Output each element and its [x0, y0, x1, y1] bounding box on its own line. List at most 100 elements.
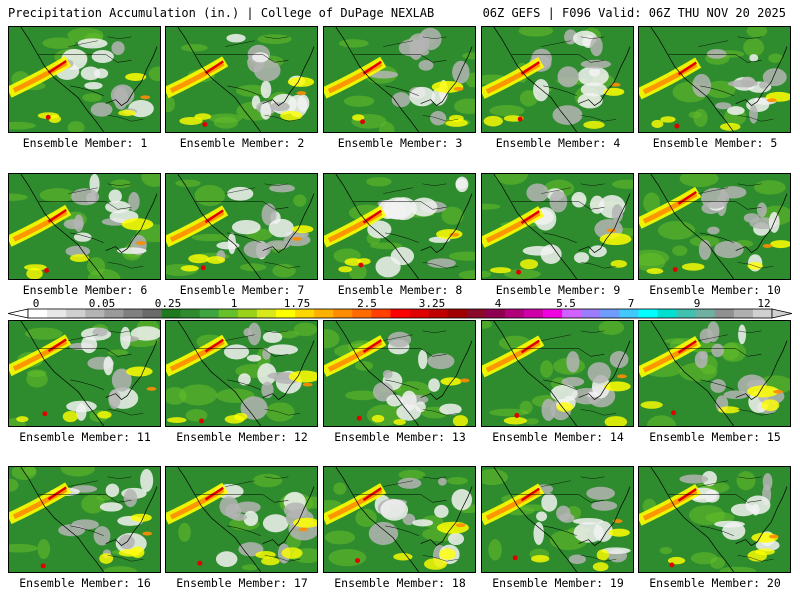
colorbar-segment — [409, 309, 429, 318]
colorbar-segment — [314, 309, 334, 318]
colorbar-tick-label: 12 — [757, 297, 771, 310]
ensemble-map-4 — [481, 26, 634, 133]
precip-map-image — [482, 174, 633, 279]
colorbar-left-arrow — [8, 308, 29, 319]
precip-map-image — [639, 321, 790, 426]
colorbar-segment — [295, 309, 315, 318]
colorbar-segment — [66, 309, 86, 318]
colorbar-tick-label: 1.75 — [283, 297, 311, 310]
colorbar-segment — [733, 309, 754, 318]
colorbar-segment — [657, 309, 677, 318]
colorbar-segment — [543, 309, 563, 318]
colorbar-segment — [600, 309, 620, 318]
colorbar-segment — [447, 309, 468, 318]
ensemble-map-20 — [638, 466, 791, 573]
ensemble-map-15 — [638, 320, 791, 427]
ensemble-member-label: Ensemble Member: 13 — [334, 430, 466, 444]
colorbar-tick-label: 0.25 — [154, 297, 182, 310]
ensemble-map-6 — [8, 173, 161, 280]
colorbar-segment — [28, 309, 48, 318]
colorbar-segment — [619, 309, 639, 318]
precip-map-image — [9, 321, 160, 426]
precip-map-image — [482, 467, 633, 572]
colorbar-segment — [524, 309, 544, 318]
ensemble-member-label: Ensemble Member: 9 — [495, 283, 621, 297]
colorbar-segment — [104, 309, 124, 318]
colorbar-tick-label: 3.25 — [418, 297, 446, 310]
colorbar-segment — [676, 309, 696, 318]
ensemble-map-13 — [323, 320, 476, 427]
ensemble-member-label: Ensemble Member: 1 — [22, 136, 148, 150]
ensemble-member-label: Ensemble Member: 3 — [337, 136, 463, 150]
ensemble-map-10 — [638, 173, 791, 280]
colorbar-segment — [371, 309, 391, 318]
ensemble-map-7 — [165, 173, 318, 280]
colorbar-segment — [562, 309, 582, 318]
ensemble-member-label: Ensemble Member: 19 — [492, 576, 624, 590]
ensemble-map-2 — [165, 26, 318, 133]
precip-map-image — [482, 321, 633, 426]
ensemble-map-3 — [323, 26, 476, 133]
colorbar-tick-label: 9 — [693, 297, 701, 310]
colorbar-tick-label: 5.5 — [556, 297, 576, 310]
colorbar-segment — [466, 309, 487, 318]
ensemble-map-1 — [8, 26, 161, 133]
ensemble-member-label: Ensemble Member: 4 — [495, 136, 621, 150]
ensemble-map-14 — [481, 320, 634, 427]
ensemble-map-19 — [481, 466, 634, 573]
precip-map-image — [324, 321, 475, 426]
colorbar-segment — [352, 309, 372, 318]
colorbar-segment — [695, 309, 716, 318]
precip-map-image — [324, 467, 475, 572]
ensemble-map-5 — [638, 26, 791, 133]
colorbar-segment — [256, 309, 277, 318]
colorbar-segment — [333, 309, 353, 318]
colorbar-segment — [123, 309, 143, 318]
colorbar-right-arrow — [771, 308, 792, 319]
precipitation-colorbar — [8, 308, 792, 319]
precip-map-image — [166, 27, 317, 132]
header-title: Precipitation Accumulation (in.) | Colle… — [8, 6, 435, 20]
colorbar-segment — [161, 309, 181, 318]
colorbar-tick-label: 1 — [230, 297, 238, 310]
precip-map-image — [166, 321, 317, 426]
colorbar-segment — [504, 309, 525, 318]
ensemble-member-label: Ensemble Member: 6 — [22, 283, 148, 297]
colorbar-tick-label: 0 — [32, 297, 40, 310]
ensemble-member-label: Ensemble Member: 18 — [334, 576, 466, 590]
ensemble-member-label: Ensemble Member: 2 — [179, 136, 305, 150]
ensemble-member-label: Ensemble Member: 14 — [492, 430, 624, 444]
ensemble-map-8 — [323, 173, 476, 280]
ensemble-member-label: Ensemble Member: 16 — [19, 576, 151, 590]
precip-map-image — [639, 27, 790, 132]
ensemble-member-label: Ensemble Member: 5 — [652, 136, 778, 150]
ensemble-member-label: Ensemble Member: 12 — [176, 430, 308, 444]
colorbar-segment — [218, 309, 239, 318]
ensemble-member-label: Ensemble Member: 10 — [649, 283, 781, 297]
ensemble-member-label: Ensemble Member: 15 — [649, 430, 781, 444]
colorbar-tick-label: 4 — [494, 297, 502, 310]
colorbar-segment — [199, 309, 220, 318]
colorbar-segment — [485, 309, 506, 318]
ensemble-map-16 — [8, 466, 161, 573]
ensemble-map-11 — [8, 320, 161, 427]
precip-map-image — [9, 467, 160, 572]
ensemble-map-12 — [165, 320, 318, 427]
precip-map-image — [639, 174, 790, 279]
precip-map-image — [324, 27, 475, 132]
ensemble-member-label: Ensemble Member: 20 — [649, 576, 781, 590]
precip-map-image — [166, 467, 317, 572]
header-run-info: 06Z GEFS | F096 Valid: 06Z THU NOV 20 20… — [482, 6, 786, 20]
precip-map-image — [9, 27, 160, 132]
precip-map-image — [639, 467, 790, 572]
ensemble-member-label: Ensemble Member: 17 — [176, 576, 308, 590]
colorbar-segment — [85, 309, 105, 318]
colorbar-segment — [638, 309, 658, 318]
colorbar-segment — [428, 309, 448, 318]
colorbar-segment — [714, 309, 735, 318]
colorbar-tick-label: 0.05 — [88, 297, 116, 310]
precip-map-image — [9, 174, 160, 279]
precip-map-image — [324, 174, 475, 279]
ensemble-member-label: Ensemble Member: 7 — [179, 283, 305, 297]
colorbar-segment — [47, 309, 67, 318]
